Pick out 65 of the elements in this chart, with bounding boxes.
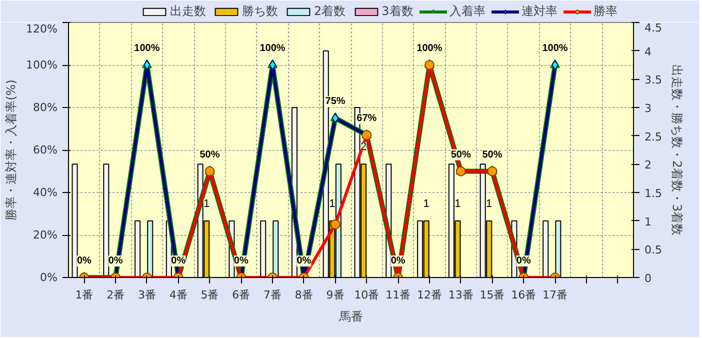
legend-label: 勝ち数 bbox=[242, 3, 278, 20]
data-label: 100% bbox=[416, 43, 442, 54]
x-tick-label: 1番 bbox=[75, 288, 94, 302]
data-label: 50% bbox=[200, 149, 220, 160]
data-label: 1 bbox=[423, 198, 430, 210]
y2-axis-title: 出走数・勝ち数・2着数・3着数 bbox=[670, 64, 684, 236]
y2-tick-label: 3 bbox=[644, 102, 652, 115]
data-label: 0% bbox=[234, 256, 248, 266]
y-axis-title: 勝率・連対率・入着率(%) bbox=[4, 80, 18, 220]
data-label: 50% bbox=[482, 149, 502, 160]
data-label: 0% bbox=[76, 256, 92, 266]
data-label: 1 bbox=[329, 198, 336, 210]
y2-tick-label: 1 bbox=[644, 215, 652, 228]
y2-tick-label: 0.5 bbox=[644, 244, 662, 257]
y-tick-label: 40% bbox=[33, 186, 58, 199]
y-tick-label: 120% bbox=[26, 22, 58, 36]
data-label: 50% bbox=[450, 149, 471, 160]
x-tick-label: 10番 bbox=[354, 288, 380, 302]
x-tick-label: 8番 bbox=[294, 288, 313, 302]
x-tick-label: 13番 bbox=[448, 288, 474, 302]
x-axis-title: 馬番 bbox=[338, 310, 363, 324]
y-tick-label: 0% bbox=[40, 271, 58, 284]
x-tick-label: 3番 bbox=[138, 288, 156, 302]
x-tick-label: 6番 bbox=[232, 288, 250, 302]
x-tick-label: 11番 bbox=[386, 288, 411, 302]
x-tick-label: 17番 bbox=[542, 288, 568, 302]
y-tick-label: 60% bbox=[33, 144, 58, 156]
x-tick-label: 15番 bbox=[480, 288, 505, 302]
y2-tick-label: 3.5 bbox=[644, 74, 662, 87]
y-tick-label: 20% bbox=[33, 228, 58, 242]
data-label: 0% bbox=[108, 256, 123, 266]
data-label: 100% bbox=[260, 43, 286, 54]
data-label: 0% bbox=[516, 256, 531, 266]
data-label: 0% bbox=[390, 256, 406, 266]
x-tick-label: 12番 bbox=[416, 288, 442, 302]
data-label: 1 bbox=[204, 198, 210, 210]
data-label: 100% bbox=[542, 43, 568, 54]
data-label: 0% bbox=[171, 256, 186, 266]
x-tick-label: 16番 bbox=[511, 288, 536, 302]
legend-label: 連対率 bbox=[521, 3, 558, 20]
legend-label: 2着数 bbox=[314, 3, 346, 20]
x-tick-label: 9番 bbox=[326, 288, 344, 302]
data-label: 1 bbox=[486, 198, 492, 210]
legend-label: 3着数 bbox=[382, 3, 414, 20]
data-label: 67% bbox=[356, 113, 377, 124]
data-label: 1 bbox=[454, 198, 461, 210]
y-tick-label: 80% bbox=[33, 101, 58, 114]
data-label: 100% bbox=[134, 43, 160, 54]
y2-tick-label: 2 bbox=[644, 158, 652, 172]
y2-tick-label: 2.5 bbox=[644, 130, 662, 144]
y-tick-label: 100% bbox=[26, 58, 58, 72]
y2-tick-label: 0 bbox=[644, 272, 652, 285]
legend-label: 出走数 bbox=[170, 3, 206, 20]
x-tick-label: 5番 bbox=[200, 288, 219, 302]
y2-tick-label: 1.5 bbox=[644, 187, 662, 200]
data-label: 75% bbox=[325, 96, 346, 108]
x-tick-label: 2番 bbox=[106, 288, 125, 302]
data-label: 2 bbox=[360, 141, 367, 154]
y2-tick-label: 4 bbox=[644, 45, 652, 58]
legend-label: 勝率 bbox=[593, 3, 618, 20]
y2-tick-label: 4.5 bbox=[644, 22, 662, 34]
x-tick-label: 7番 bbox=[264, 288, 282, 302]
x-tick-label: 4番 bbox=[169, 288, 188, 302]
legend-label: 入着率 bbox=[449, 3, 486, 20]
data-label: 0% bbox=[296, 256, 312, 266]
